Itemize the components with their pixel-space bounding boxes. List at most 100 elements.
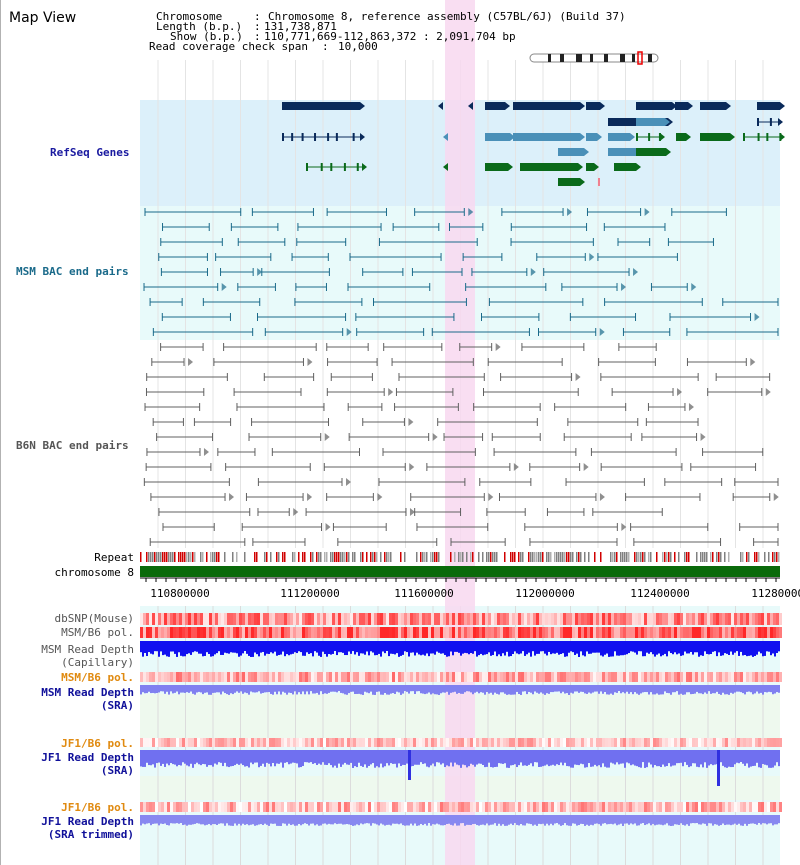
- read-depth-bar: [286, 641, 288, 655]
- polymorphism-cell: [677, 802, 680, 812]
- track-label-b6n-bac[interactable]: B6N BAC end pairs: [16, 439, 129, 452]
- read-depth-bar: [516, 750, 518, 768]
- coverage-sep: :: [322, 40, 329, 53]
- read-depth-bar: [252, 641, 254, 657]
- gene-exon: [352, 133, 355, 141]
- read-depth-bar: [338, 685, 340, 692]
- read-depth-bar: [270, 685, 272, 694]
- polymorphism-cell: [572, 802, 575, 812]
- read-depth-bar: [652, 815, 654, 824]
- polymorphism-cell: [743, 672, 746, 682]
- read-depth-bar: [704, 641, 706, 652]
- polymorphism-cell: [404, 613, 407, 625]
- read-depth-bar: [720, 815, 722, 826]
- polymorphism-cell: [605, 802, 608, 812]
- repeat-mark: [724, 552, 726, 562]
- read-depth-bar: [708, 750, 710, 766]
- read-depth-bar: [396, 815, 398, 824]
- read-depth-bar: [722, 685, 724, 693]
- repeat-mark: [622, 552, 624, 562]
- gene: [520, 163, 578, 171]
- read-depth-bar: [610, 750, 612, 763]
- read-depth-bar: [410, 685, 412, 692]
- chromosome-label: Chromosome: [156, 10, 223, 23]
- read-depth-bar: [676, 641, 678, 655]
- polymorphism-cell: [338, 613, 341, 625]
- polymorphism-cell: [302, 738, 305, 747]
- read-depth-bar: [342, 641, 344, 653]
- polymorphism-cell: [686, 613, 689, 625]
- read-depth-bar: [622, 750, 624, 764]
- read-depth-bar: [738, 685, 740, 692]
- polymorphism-cell: [527, 738, 530, 747]
- polymorphism-cell: [248, 738, 251, 747]
- polymorphism-cell: [527, 627, 530, 638]
- read-depth-bar: [354, 815, 356, 826]
- polymorphism-cell: [272, 738, 275, 747]
- read-depth-bar: [704, 685, 706, 693]
- read-depth-bar: [264, 685, 266, 693]
- read-depth-bar: [680, 685, 682, 694]
- polymorphism-cell: [395, 672, 398, 682]
- read-depth-bar: [432, 641, 434, 654]
- read-depth-bar: [332, 641, 334, 654]
- read-depth-bar: [584, 685, 586, 694]
- read-depth-bar: [484, 641, 486, 655]
- read-depth-bar: [600, 685, 602, 692]
- read-depth-bar: [428, 685, 430, 693]
- polymorphism-cell: [671, 802, 674, 812]
- polymorphism-cell: [590, 802, 593, 812]
- polymorphism-cell: [203, 802, 206, 812]
- polymorphism-cell: [212, 672, 215, 682]
- polymorphism-cell: [539, 738, 542, 747]
- read-depth-bar: [462, 750, 464, 765]
- polymorphism-cell: [170, 802, 173, 812]
- read-depth-bar: [270, 815, 272, 824]
- read-depth-bar: [428, 641, 430, 657]
- track-label-msm-bac[interactable]: MSM BAC end pairs: [16, 265, 129, 278]
- read-depth-bar: [740, 815, 742, 826]
- read-depth-bar: [708, 685, 710, 692]
- read-depth-bar: [302, 641, 304, 656]
- read-depth-bar: [710, 815, 712, 824]
- read-depth-bar: [694, 750, 696, 764]
- polymorphism-cell: [734, 738, 737, 747]
- read-depth-bar: [160, 815, 162, 824]
- read-depth-bar: [360, 685, 362, 695]
- read-depth-bar: [158, 685, 160, 693]
- show-sep: :: [254, 30, 261, 43]
- read-depth-bar: [590, 641, 592, 654]
- polymorphism-cell: [359, 738, 362, 747]
- polymorphism-cell: [233, 672, 236, 682]
- read-depth-bar: [660, 641, 662, 657]
- read-depth-bar: [206, 750, 208, 767]
- track-label-refseq[interactable]: RefSeq Genes: [50, 146, 130, 159]
- read-depth-bar: [474, 815, 476, 824]
- read-depth-bar: [754, 641, 756, 656]
- gene-strand-arrow: [362, 163, 367, 171]
- repeat-mark: [776, 552, 778, 562]
- polymorphism-cell: [662, 672, 665, 682]
- read-depth-bar: [260, 685, 262, 694]
- gene-strand-arrow: [780, 133, 785, 141]
- read-depth-bar: [264, 750, 266, 767]
- read-depth-bar: [150, 641, 152, 654]
- bac-orientation-arrow: [691, 283, 697, 291]
- read-depth-bar: [340, 815, 342, 824]
- polymorphism-cell: [194, 802, 197, 812]
- polymorphism-cell: [500, 738, 503, 747]
- repeat-mark: [540, 552, 542, 562]
- read-depth-bar: [300, 815, 302, 826]
- read-depth-bar: [142, 641, 144, 657]
- polymorphism-cell: [398, 738, 401, 747]
- read-depth-bar: [748, 750, 750, 768]
- polymorphism-cell: [182, 802, 185, 812]
- read-depth-bar: [166, 750, 168, 764]
- read-depth-bar: [594, 815, 596, 824]
- polymorphism-cell: [425, 627, 428, 638]
- read-depth-bar: [284, 750, 286, 763]
- read-depth-bar: [428, 815, 430, 824]
- read-depth-bar: [576, 815, 578, 826]
- read-depth-bar: [770, 641, 772, 656]
